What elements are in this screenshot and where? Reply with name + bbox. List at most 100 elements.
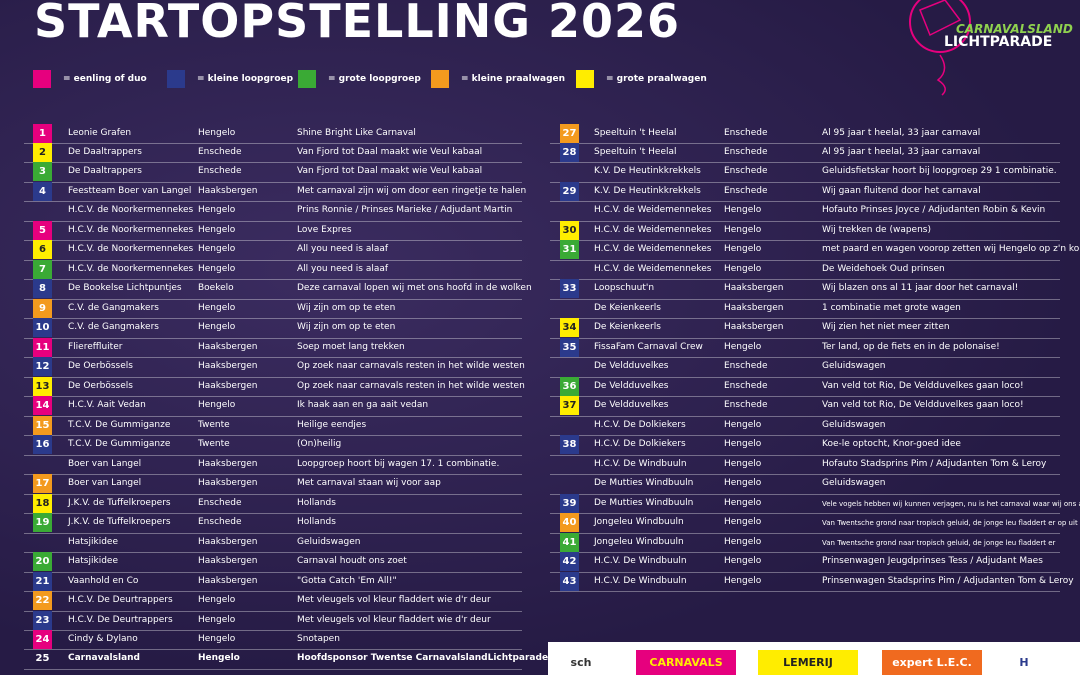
row-name: De Keienkeerls — [594, 322, 661, 333]
title: STARTOPSTELLING 2026 — [34, 0, 681, 48]
row-place: Hengelo — [198, 205, 236, 216]
row-place: Hengelo — [198, 653, 240, 664]
row-theme: Wij gaan fluitend door het carnaval — [822, 185, 981, 196]
row-place: Hengelo — [724, 556, 762, 567]
row-place: Hengelo — [724, 517, 762, 528]
legend-item: = kleine praalwagen — [431, 70, 565, 88]
row-place: Hengelo — [198, 263, 236, 274]
row-place: Hengelo — [724, 205, 762, 216]
row-place: Twente — [198, 439, 230, 450]
row-theme: Van Twentsche grond naar tropisch geluid… — [822, 538, 1056, 547]
row-theme: Met carnaval staan wij voor aap — [297, 478, 441, 489]
row-place: Hengelo — [198, 302, 236, 313]
legend-item: = eenling of duo — [33, 70, 147, 88]
row-place: Haaksbergen — [198, 341, 258, 352]
table-row: De Veldduvelkes Enschede Geluidswagen — [550, 357, 1060, 378]
legend-swatch — [431, 70, 449, 88]
table-row: 22 H.C.V. De Deurtrappers Hengelo Met vleug… — [24, 591, 522, 612]
row-place: Hengelo — [724, 224, 762, 235]
table-row: 27 Speeltuin 't Heelal Enschede Al 95 jaar … — [550, 123, 1060, 144]
row-name: Cindy & Dylano — [68, 633, 138, 644]
row-theme: Ter land, op de fiets en in de polonaise… — [822, 341, 1000, 352]
legend-item: = grote loopgroep — [298, 70, 421, 88]
row-place: Hengelo — [198, 127, 236, 138]
table-row: 9 C.V. de Gangmakers Hengelo Wij zijn om op… — [24, 298, 522, 320]
table-row: H.C.V. De Dolkiekers Hengelo Geluidswagen — [550, 416, 1060, 437]
row-theme: Hofauto Stadsprins Pim / Adjudanten Tom … — [822, 458, 1047, 469]
row-theme: Deze carnaval lopen wij met ons hoofd in… — [297, 283, 532, 294]
row-place: Enschede — [724, 400, 768, 411]
row-place: Haaksbergen — [198, 478, 258, 489]
row-number: 18 — [33, 493, 52, 513]
table-row: 15 T.C.V. De Gummiganze Twente Heilige eend… — [24, 415, 522, 437]
row-name: H.C.V. de Weidemennekes — [594, 224, 712, 235]
row-name: H.C.V. de Weidemennekes — [594, 205, 712, 216]
row-name: C.V. de Gangmakers — [68, 302, 159, 313]
row-place: Hengelo — [724, 497, 762, 508]
row-name: De Daaltrappers — [68, 146, 142, 157]
row-name: H.C.V. De Dolkiekers — [594, 419, 686, 430]
table-row: 3 De Daaltrappers Enschede Van Fjord tot Da… — [24, 162, 522, 183]
row-place: Hengelo — [198, 595, 236, 606]
row-theme: Op zoek naar carnavals resten in het wil… — [297, 380, 525, 391]
table-row: 17 Boer van Langel Haaksbergen Met carnaval… — [24, 474, 522, 495]
row-number: 30 — [560, 220, 579, 240]
legend-item: = grote praalwagen — [576, 70, 707, 88]
row-theme: Geluidswagen — [297, 536, 361, 547]
row-number: 24 — [33, 629, 52, 649]
legend-label: = eenling of duo — [63, 74, 147, 84]
row-theme: Prinsenwagen Jeugdprinses Tess / Adjudan… — [822, 556, 1043, 567]
legend-swatch — [33, 70, 51, 88]
row-name: J.K.V. de Tuffelkroepers — [68, 497, 171, 508]
row-name: H.C.V. Aait Vedan — [68, 400, 146, 411]
row-name: H.C.V. de Noorkermennekes — [68, 224, 194, 235]
row-number: 5 — [33, 220, 52, 240]
row-theme: Van Twentsche grond naar tropisch geluid… — [822, 519, 1078, 528]
row-number: 39 — [560, 493, 579, 513]
row-theme: Love Expres — [297, 224, 352, 235]
table-row: 16 T.C.V. De Gummiganze Twente (On)heilig — [24, 435, 522, 456]
row-theme: Geluidswagen — [822, 361, 886, 372]
row-name: H.C.V. De Deurtrappers — [68, 614, 173, 625]
row-theme: Shine Bright Like Carnaval — [297, 127, 416, 138]
table-row: 28 Speeltuin 't Heelal Enschede Al 95 jaar … — [550, 142, 1060, 164]
row-place: Twente — [198, 419, 230, 430]
row-theme: Geluidsfietskar hoort bij loopgroep 29 1… — [822, 166, 1057, 177]
table-row: De Keienkeerls Haaksbergen 1 combinatie me… — [550, 299, 1060, 320]
row-place: Hengelo — [198, 322, 236, 333]
row-place: Haaksbergen — [198, 536, 258, 547]
row-place: Hengelo — [198, 244, 236, 255]
row-theme: Prinsenwagen Stadsprins Pim / Adjudanten… — [822, 575, 1074, 586]
row-theme: Wij blazen ons al 11 jaar door het carna… — [822, 283, 1019, 294]
table-row: 24 Cindy & Dylano Hengelo Snotapen — [24, 629, 522, 651]
table-row: 8 De Bookelse Lichtpuntjes Boekelo Deze car… — [24, 279, 532, 300]
row-number: 8 — [33, 279, 52, 299]
row-place: Hengelo — [724, 575, 762, 586]
row-theme: Van veld tot Rio, De Veldduvelkes gaan l… — [822, 380, 1024, 391]
table-row: 25 Carnavalsland Hengelo Hoofdsponsor Twent… — [24, 649, 548, 670]
row-number: 2 — [33, 142, 52, 162]
row-theme: Prins Ronnie / Prinses Marieke / Adjudan… — [297, 205, 513, 216]
table-row: 2 De Daaltrappers Enschede Van Fjord tot Da… — [24, 142, 522, 164]
row-number: 34 — [560, 318, 579, 338]
row-place: Hengelo — [724, 439, 762, 450]
row-number: 10 — [33, 318, 52, 338]
sponsor-logo: expert L.E.C. — [882, 650, 982, 675]
row-name: H.C.V. De Windbuuln — [594, 458, 687, 469]
table-row: 34 De Keienkeerls Haaksbergen Wij zien het … — [550, 318, 1060, 339]
row-place: Hengelo — [198, 614, 236, 625]
row-place: Enschede — [198, 497, 242, 508]
row-number: 6 — [33, 240, 52, 260]
table-row: 10 C.V. de Gangmakers Hengelo Wij zijn om o… — [24, 318, 522, 339]
row-theme: 1 combinatie met grote wagen — [822, 302, 961, 313]
row-place: Haaksbergen — [198, 556, 258, 567]
row-theme: De Weidehoek Oud prinsen — [822, 263, 945, 274]
row-theme: Wij zien het niet meer zitten — [822, 322, 950, 333]
row-theme: Van Fjord tot Daal maakt wie Veul kabaal — [297, 146, 483, 157]
table-row: 35 FissaFam Carnaval Crew Hengelo Ter land,… — [550, 337, 1060, 359]
row-theme: Hofauto Prinses Joyce / Adjudanten Robin… — [822, 205, 1046, 216]
row-number: 41 — [560, 532, 579, 552]
sponsor-strip: sch CARNAVALS LAND LEMERIJ expert L.E.C. H — [548, 642, 1080, 675]
row-theme: Al 95 jaar t heelal, 33 jaar carnaval — [822, 127, 981, 138]
